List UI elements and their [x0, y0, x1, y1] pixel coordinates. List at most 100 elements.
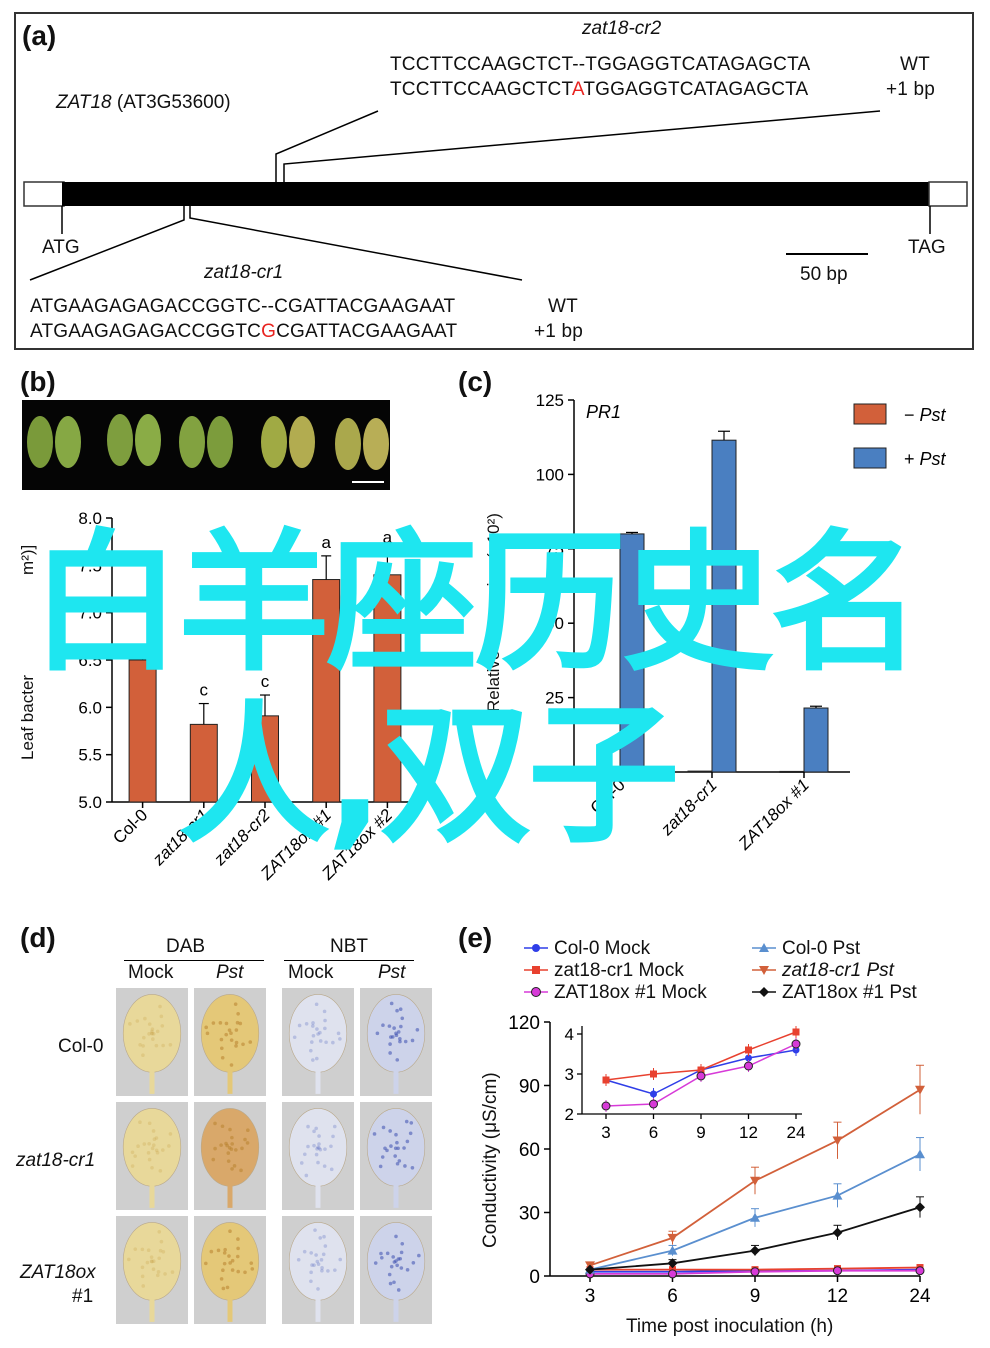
overlay-line-2: 人,双子	[178, 687, 680, 864]
stain-spot	[224, 1021, 229, 1026]
stain-spot	[323, 1244, 328, 1248]
stain-spot	[234, 1040, 239, 1045]
stain-spot	[211, 1021, 216, 1025]
b-ytick-label: 6.0	[78, 698, 102, 717]
gene-name: ZAT18	[56, 92, 112, 113]
stain-spot	[159, 1014, 164, 1019]
stain-spot	[375, 1031, 380, 1036]
stain-spot	[221, 1268, 225, 1273]
stain-spot	[318, 1030, 322, 1035]
c-bar	[803, 707, 829, 773]
panel-a: (a) ZAT18 (AT3G53600) zat18-cr2 TCCTTCCA…	[14, 12, 976, 352]
c-ytick-label: 100	[536, 465, 564, 484]
e-inset-xtick-label: 9	[696, 1123, 705, 1142]
stain-spot	[150, 1027, 155, 1031]
stain-spot	[396, 1288, 401, 1292]
e-xtick-label: 9	[750, 1286, 761, 1307]
stain-spot	[140, 1274, 145, 1279]
stain-spot	[326, 1269, 330, 1273]
stain-spot	[411, 1261, 416, 1265]
c-bar	[711, 439, 737, 773]
stain-spot	[168, 1043, 173, 1047]
stain-spot	[333, 1268, 337, 1272]
c-legend-swatch	[853, 447, 887, 469]
stain-spot	[392, 1260, 397, 1264]
e-inset-xtick-label: 24	[787, 1123, 806, 1142]
stain-spot	[140, 1247, 145, 1252]
e-inset-xtick-label: 6	[649, 1123, 658, 1142]
stain-spot	[316, 1262, 321, 1266]
stain-spot	[157, 1229, 162, 1234]
dab-mock-header: Mock	[128, 962, 174, 983]
e-ytick-label: 120	[508, 1013, 540, 1034]
stain-spot	[227, 1254, 231, 1258]
panel-d-letter: (d)	[20, 922, 56, 953]
stain-spot	[322, 1009, 327, 1014]
stain-spot	[323, 1018, 327, 1023]
stain-spot	[154, 1148, 159, 1153]
stain-spot	[138, 1120, 142, 1124]
stain-spot	[309, 1279, 313, 1284]
stain-spot	[379, 1251, 383, 1256]
stain-spot	[219, 1143, 223, 1147]
e-point	[750, 1245, 760, 1256]
stain-spot	[315, 1147, 319, 1151]
e-point	[750, 1212, 760, 1222]
c-bar	[687, 770, 713, 773]
stain-spot	[150, 1031, 154, 1036]
c-legend-swatch	[853, 403, 887, 425]
cr1-mut-pre: ATGAAGAGAGACCGGTC	[30, 321, 262, 342]
stain-spot	[228, 1229, 232, 1234]
c-ytick-label: 50	[545, 614, 564, 633]
stain-spot	[221, 1286, 226, 1291]
legend-e-ox-mock: ZAT18ox #1 Mock	[554, 982, 707, 1003]
stain-spot	[158, 1248, 163, 1253]
stain-spot	[397, 1159, 402, 1163]
e-point	[832, 1190, 843, 1200]
e-point	[745, 1046, 752, 1054]
stain-spot	[389, 1264, 394, 1269]
stain-spot	[320, 1268, 324, 1273]
panel-a-letter: (a)	[22, 20, 57, 51]
stain-spot	[378, 1164, 383, 1169]
stain-spot	[147, 1032, 151, 1036]
stain-spot	[205, 1031, 210, 1036]
stain-spot	[236, 1269, 241, 1274]
stain-spot	[318, 1236, 323, 1240]
stain-spot	[332, 1124, 337, 1129]
stain-spot	[323, 1026, 327, 1031]
stain-spot	[398, 1039, 402, 1044]
stain-spot	[311, 1033, 316, 1038]
stain-spot	[396, 1030, 401, 1034]
e-point	[915, 1202, 925, 1213]
stain-spot	[316, 1160, 320, 1165]
stain-spot	[399, 1024, 403, 1029]
c-gene-title: PR1	[586, 402, 621, 422]
cr1-insertion: G	[261, 321, 277, 342]
stain-spot	[380, 1155, 385, 1159]
stain-spot	[167, 1144, 171, 1148]
stain-spot	[160, 1024, 165, 1028]
row-label-col0: Col-0	[58, 1036, 104, 1057]
e-point	[744, 1061, 753, 1071]
stain-spot	[151, 1129, 156, 1133]
stain-spot	[150, 1146, 155, 1151]
cr2-mut-pre: TCCTTCCAAGCTCT	[390, 79, 572, 100]
e-inset-xtick-label: 12	[739, 1123, 758, 1142]
stain-spot	[161, 1043, 165, 1048]
stain-spot	[236, 1246, 240, 1251]
stain-spot	[318, 1147, 323, 1152]
stain-grid	[116, 988, 432, 1324]
e-point	[585, 1264, 595, 1275]
e-xtick-label: 12	[827, 1286, 848, 1307]
e-point	[745, 1054, 752, 1062]
stain-spot	[229, 1147, 234, 1151]
cr2-wt-seq: TCCTTCCAAGCTCT--TGGAGGTCATAGAGCTA	[390, 54, 811, 75]
legend-e-cr1-mock: zat18-cr1 Mock	[554, 960, 684, 981]
stain-spot	[329, 1167, 334, 1172]
stain-spot	[204, 1025, 208, 1030]
row-label-ox-num: #1	[72, 1286, 94, 1307]
stain-spot	[220, 1055, 225, 1060]
e-point	[649, 1099, 658, 1109]
stain-spot	[403, 1164, 407, 1168]
